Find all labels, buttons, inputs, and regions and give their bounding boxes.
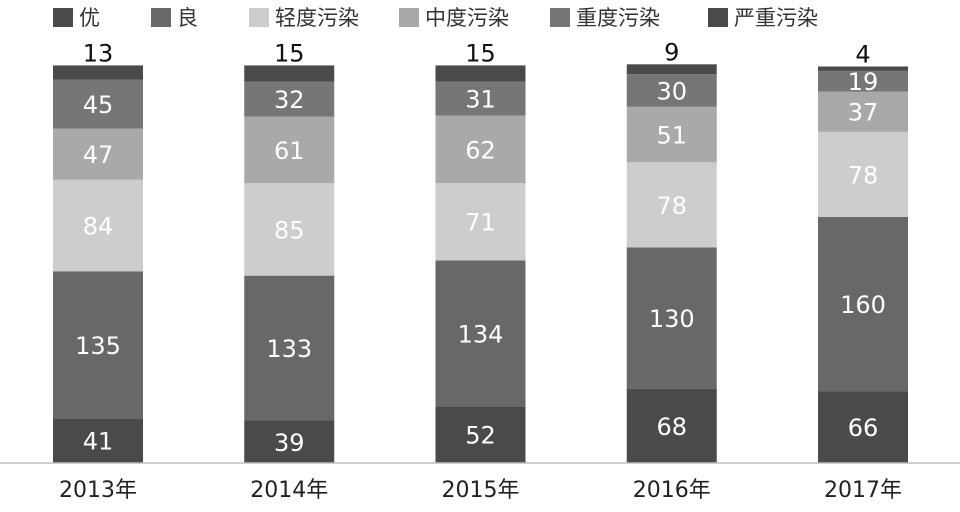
bar-segment	[53, 79, 143, 129]
data-label: 45	[83, 91, 114, 119]
bar-segment	[53, 128, 143, 180]
bar-segment	[818, 91, 908, 132]
bar-segment	[626, 106, 717, 163]
data-label: 134	[458, 320, 504, 348]
bar-segment	[435, 406, 526, 463]
data-label: 84	[83, 213, 114, 241]
bar-segment	[626, 388, 717, 463]
x-tick-labels: 2013年 2014年 2015年 2016年 2017年	[59, 478, 902, 503]
bars-area: 41 135 84 47 45 13 39 133 85 61 32 15 52 134 71 62 31 15 6…	[53, 38, 908, 463]
bar-segment	[435, 81, 526, 116]
data-label: 31	[465, 86, 496, 114]
bar-segment	[53, 179, 143, 272]
data-label: 41	[83, 428, 114, 456]
bar-segment	[626, 247, 717, 389]
legend-label: 良	[177, 6, 198, 30]
bar-segment	[435, 183, 526, 261]
legend-label: 轻度污染	[275, 6, 359, 30]
legend-swatch	[399, 8, 419, 27]
bar-segment	[626, 74, 717, 107]
x-tick-label: 2014年	[250, 478, 328, 503]
data-label: 15	[274, 39, 305, 67]
bar-segment	[818, 66, 908, 71]
bar-segment	[818, 391, 908, 463]
legend-swatch	[53, 8, 73, 27]
data-label: 61	[274, 137, 305, 165]
bar-segment	[244, 116, 335, 184]
legend-label: 严重污染	[734, 6, 818, 30]
data-label: 37	[848, 99, 879, 127]
bar-segment	[818, 216, 908, 392]
bar-segment	[626, 64, 717, 75]
bar-segment	[818, 131, 908, 217]
data-label: 51	[656, 122, 687, 150]
data-label: 71	[465, 209, 496, 237]
data-label: 130	[649, 305, 695, 333]
bar-segment	[53, 418, 143, 463]
data-label: 4	[855, 40, 870, 68]
bar-segment	[244, 420, 335, 463]
legend: 优 良 轻度污染 中度污染 重度污染 严重污染	[53, 6, 818, 30]
bar-segment	[435, 260, 526, 407]
x-tick-label: 2017年	[824, 478, 902, 503]
legend-swatch	[151, 8, 171, 27]
legend-swatch	[550, 8, 570, 27]
x-tick-label: 2016年	[633, 478, 711, 503]
data-label: 66	[848, 414, 879, 442]
x-tick-label: 2013年	[59, 478, 137, 503]
data-label: 32	[274, 86, 305, 114]
data-label: 78	[656, 192, 687, 220]
bar-segment	[244, 275, 335, 421]
bar-segment	[435, 65, 526, 82]
data-label: 62	[465, 136, 496, 164]
data-label: 47	[83, 141, 114, 169]
data-label: 85	[274, 216, 305, 244]
data-label: 133	[266, 335, 312, 363]
legend-label: 重度污染	[576, 6, 660, 30]
data-label: 13	[83, 39, 114, 67]
data-label: 30	[656, 77, 687, 105]
data-label: 15	[465, 39, 496, 67]
data-label: 160	[840, 291, 886, 319]
data-label: 135	[75, 332, 121, 360]
data-label: 39	[274, 429, 305, 457]
legend-swatch	[249, 8, 269, 27]
legend-label: 优	[79, 6, 100, 30]
data-label: 78	[848, 161, 879, 189]
bar-segment	[53, 271, 143, 419]
bar-segment	[626, 162, 717, 248]
bar-segment	[435, 115, 526, 184]
legend-swatch	[708, 8, 728, 27]
bar-segment	[244, 65, 335, 82]
data-label: 52	[465, 422, 496, 450]
data-label: 9	[664, 38, 679, 66]
data-label: 68	[656, 413, 687, 441]
legend-label: 中度污染	[425, 6, 509, 30]
bar-segment	[53, 65, 143, 80]
data-label: 19	[848, 68, 879, 96]
bar-segment	[244, 183, 335, 276]
bar-segment	[244, 81, 335, 117]
bar-segment	[818, 70, 908, 92]
x-tick-label: 2015年	[442, 478, 520, 503]
